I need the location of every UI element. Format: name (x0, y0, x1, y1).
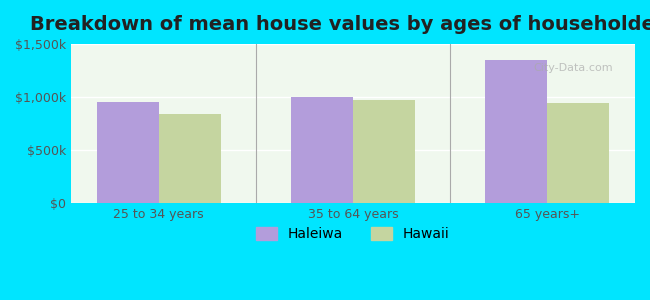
Bar (97, 102, 159, 203)
Bar (353, 100, 415, 203)
Legend: Haleiwa, Hawaii: Haleiwa, Hawaii (251, 222, 456, 247)
Bar (159, 114, 221, 203)
Bar (485, 60, 547, 203)
Text: City-Data.com: City-Data.com (534, 63, 613, 73)
Title: Breakdown of mean house values by ages of householders: Breakdown of mean house values by ages o… (30, 15, 650, 34)
Bar (291, 97, 353, 203)
Bar (547, 103, 609, 203)
